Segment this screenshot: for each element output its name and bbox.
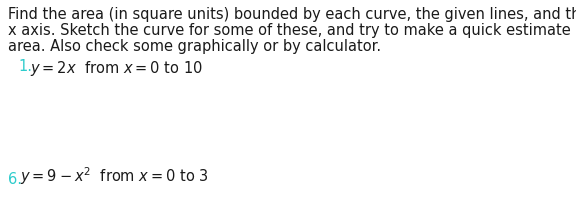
Text: $y = 9 - x^2$  from $x = 0$ to $3$: $y = 9 - x^2$ from $x = 0$ to $3$ [20, 165, 209, 187]
Text: x axis. Sketch the curve for some of these, and try to make a quick estimate of : x axis. Sketch the curve for some of the… [8, 23, 576, 38]
Text: 1.: 1. [18, 59, 32, 74]
Text: $y = 2x$  from $x = 0$ to $10$: $y = 2x$ from $x = 0$ to $10$ [30, 59, 203, 78]
Text: Find the area (in square units) bounded by each curve, the given lines, and the: Find the area (in square units) bounded … [8, 7, 576, 22]
Text: 6.: 6. [8, 172, 22, 187]
Text: area. Also check some graphically or by calculator.: area. Also check some graphically or by … [8, 39, 381, 54]
